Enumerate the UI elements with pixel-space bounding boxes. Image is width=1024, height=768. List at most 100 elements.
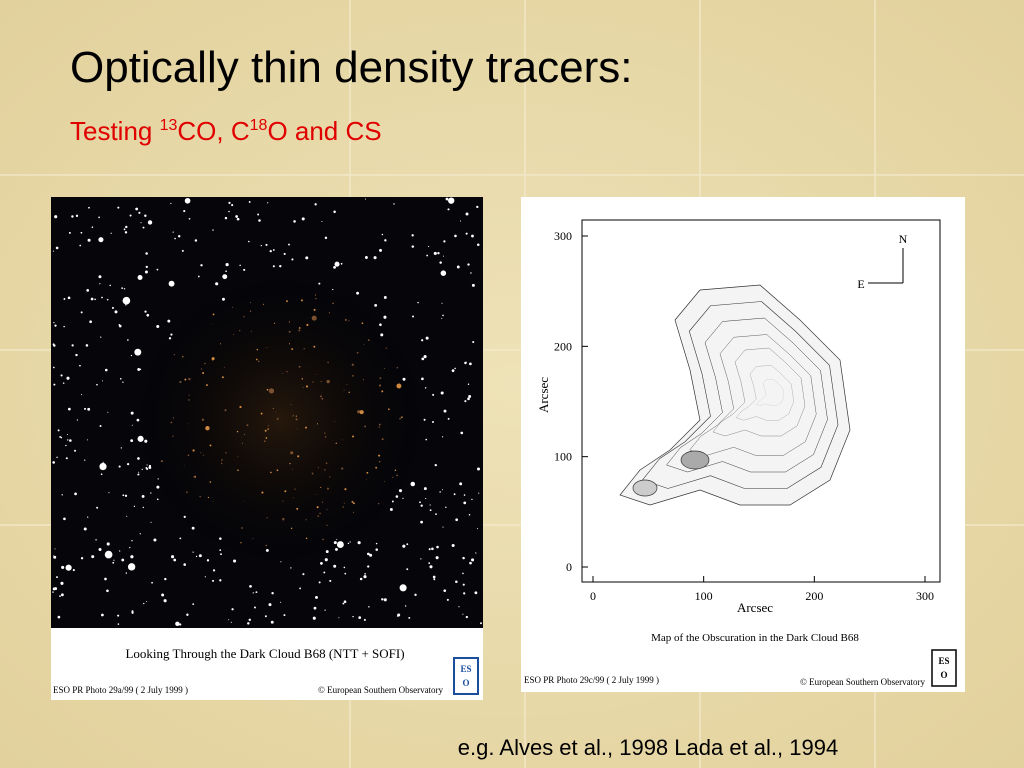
- star: [321, 220, 323, 223]
- photo-credit: © European Southern Observatory: [318, 685, 444, 695]
- star: [396, 367, 399, 369]
- star: [114, 310, 118, 314]
- star: [237, 456, 239, 458]
- star: [205, 426, 210, 431]
- star: [298, 365, 301, 368]
- star: [377, 502, 380, 505]
- star: [464, 361, 467, 365]
- star: [265, 243, 268, 246]
- logo-text: ES: [938, 656, 949, 666]
- star: [137, 275, 143, 281]
- star: [358, 616, 362, 620]
- star: [65, 457, 68, 460]
- star: [84, 459, 86, 461]
- logo-text: O: [462, 678, 469, 688]
- star: [265, 437, 268, 439]
- star: [141, 494, 145, 498]
- superscript: 18: [250, 117, 268, 134]
- star: [109, 284, 111, 287]
- star: [297, 428, 298, 430]
- star: [300, 299, 303, 302]
- star: [170, 555, 175, 559]
- star: [402, 544, 406, 548]
- star: [429, 504, 431, 506]
- star: [106, 298, 109, 301]
- star: [233, 559, 237, 563]
- star: [341, 467, 344, 470]
- star: [425, 336, 429, 340]
- star: [220, 343, 222, 345]
- star: [292, 414, 294, 417]
- star: [455, 580, 458, 584]
- star: [75, 353, 78, 357]
- logo-text: ES: [460, 664, 471, 674]
- star: [312, 381, 314, 383]
- star: [311, 315, 317, 321]
- star: [125, 304, 127, 306]
- y-tick-label: 0: [566, 560, 572, 574]
- star: [303, 348, 305, 350]
- star: [264, 615, 267, 618]
- star: [101, 296, 103, 299]
- star: [291, 348, 294, 350]
- star: [80, 311, 83, 314]
- star: [62, 382, 65, 384]
- star: [204, 576, 206, 578]
- star: [392, 476, 394, 478]
- star: [379, 377, 382, 380]
- star: [443, 240, 446, 243]
- star: [209, 481, 212, 483]
- compass-label: E: [857, 277, 864, 291]
- star: [472, 341, 475, 344]
- star: [383, 315, 387, 319]
- star: [122, 381, 124, 383]
- star: [326, 487, 329, 490]
- star: [471, 283, 475, 287]
- star: [262, 303, 264, 305]
- star: [178, 235, 181, 238]
- star: [144, 214, 147, 217]
- star: [75, 214, 79, 217]
- star: [121, 558, 125, 562]
- star: [140, 222, 142, 224]
- star: [56, 456, 58, 459]
- star: [447, 417, 450, 420]
- star: [428, 562, 431, 565]
- star: [465, 212, 469, 216]
- star: [290, 527, 293, 530]
- star: [184, 197, 191, 204]
- star: [332, 288, 334, 291]
- star: [477, 243, 480, 247]
- star: [199, 495, 201, 498]
- star: [381, 390, 384, 393]
- star: [228, 201, 231, 204]
- star: [263, 440, 266, 443]
- star: [315, 494, 317, 495]
- star: [236, 430, 239, 433]
- star: [90, 297, 94, 301]
- star: [293, 220, 296, 223]
- star: [146, 313, 150, 317]
- star: [219, 579, 222, 582]
- star: [215, 282, 219, 286]
- star: [157, 478, 159, 480]
- star: [433, 578, 436, 581]
- star: [362, 378, 364, 381]
- y-tick-label: 100: [554, 450, 572, 464]
- star: [359, 410, 364, 415]
- star: [451, 369, 455, 373]
- star: [61, 494, 63, 496]
- star: [167, 319, 171, 323]
- star: [243, 316, 245, 318]
- star: [129, 546, 131, 549]
- star: [441, 436, 444, 438]
- star: [261, 491, 264, 494]
- star: [363, 618, 366, 621]
- star: [441, 317, 443, 319]
- photo-credit: © European Southern Observatory: [800, 677, 926, 687]
- star: [464, 400, 467, 403]
- star: [63, 517, 66, 521]
- star: [343, 600, 347, 604]
- star: [87, 439, 89, 441]
- star: [66, 434, 68, 436]
